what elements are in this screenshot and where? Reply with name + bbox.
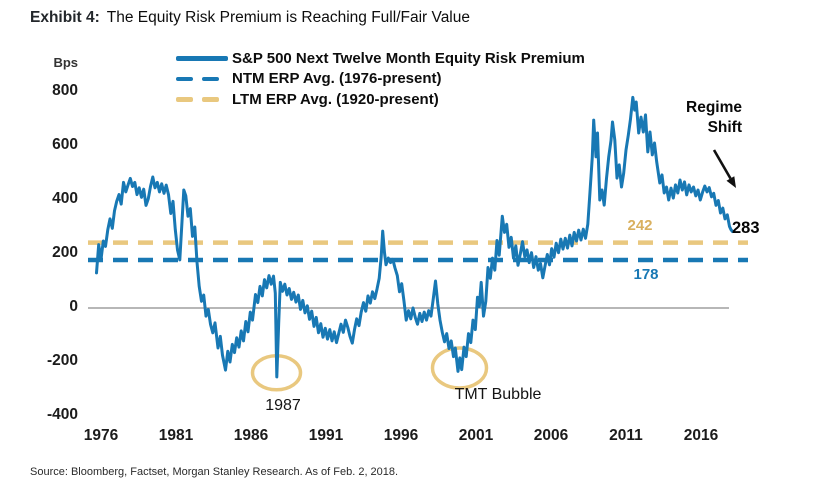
y-tick-label: -400: [46, 406, 78, 423]
exhibit-number: Exhibit 4:: [30, 9, 100, 26]
legend-item-sp500-erp: S&P 500 Next Twelve Month Equity Risk Pr…: [176, 48, 585, 69]
regime-shift-arrowhead-icon: [726, 176, 736, 188]
legend-item-ntm-avg: NTM ERP Avg. (1976-present): [176, 69, 585, 90]
x-tick-label: 1976: [83, 427, 119, 444]
tmt-bubble-annotation: TMT Bubble: [454, 386, 542, 403]
x-tick-label: 2016: [683, 427, 719, 444]
regime-shift-annotation: Regime Shift: [686, 99, 742, 136]
chart-legend: S&P 500 Next Twelve Month Equity Risk Pr…: [176, 48, 585, 110]
title-text: The Equity Risk Premium is Reaching Full…: [106, 9, 470, 26]
ltm-avg-value-label: 242: [627, 217, 653, 234]
x-tick-label: 1981: [158, 427, 194, 444]
erp-series-line: [95, 95, 734, 379]
y-tick-label: 0: [69, 298, 78, 315]
legend-item-ltm-avg: LTM ERP Avg. (1920-present): [176, 89, 585, 110]
blue-dashed-line-marker-icon: [176, 76, 228, 81]
tan-dashed-line-marker-icon: [176, 97, 228, 102]
solid-line-marker-icon: [176, 56, 228, 61]
x-tick-label: 1996: [383, 427, 419, 444]
x-tick-label: 2011: [609, 427, 643, 444]
ntm-avg-value-label: 178: [633, 266, 659, 283]
y-tick-label: 600: [52, 136, 78, 153]
series-end-value-label: 283: [732, 219, 760, 237]
legend-label: LTM ERP Avg. (1920-present): [232, 90, 439, 108]
x-tick-label: 2001: [458, 427, 494, 444]
y-tick-label: -200: [46, 352, 78, 369]
source-note: Source: Bloomberg, Factset, Morgan Stanl…: [30, 466, 399, 478]
legend-label: NTM ERP Avg. (1976-present): [232, 70, 442, 88]
y-axis-unit-label: Bps: [53, 55, 78, 70]
y-tick-label: 400: [52, 190, 78, 207]
chart-title: Exhibit 4: The Equity Risk Premium is Rea…: [30, 9, 470, 27]
x-tick-label: 1986: [233, 427, 269, 444]
legend-label: S&P 500 Next Twelve Month Equity Risk Pr…: [232, 49, 585, 67]
y-tick-label: 800: [52, 82, 78, 99]
x-tick-label: 2006: [533, 427, 569, 444]
regime-shift-arrow: [712, 149, 732, 180]
x-tick-label: 1991: [308, 427, 344, 444]
y-tick-label: 200: [52, 244, 78, 261]
highlight-circle: [430, 346, 489, 390]
crash-1987-annotation: 1987: [265, 397, 301, 414]
